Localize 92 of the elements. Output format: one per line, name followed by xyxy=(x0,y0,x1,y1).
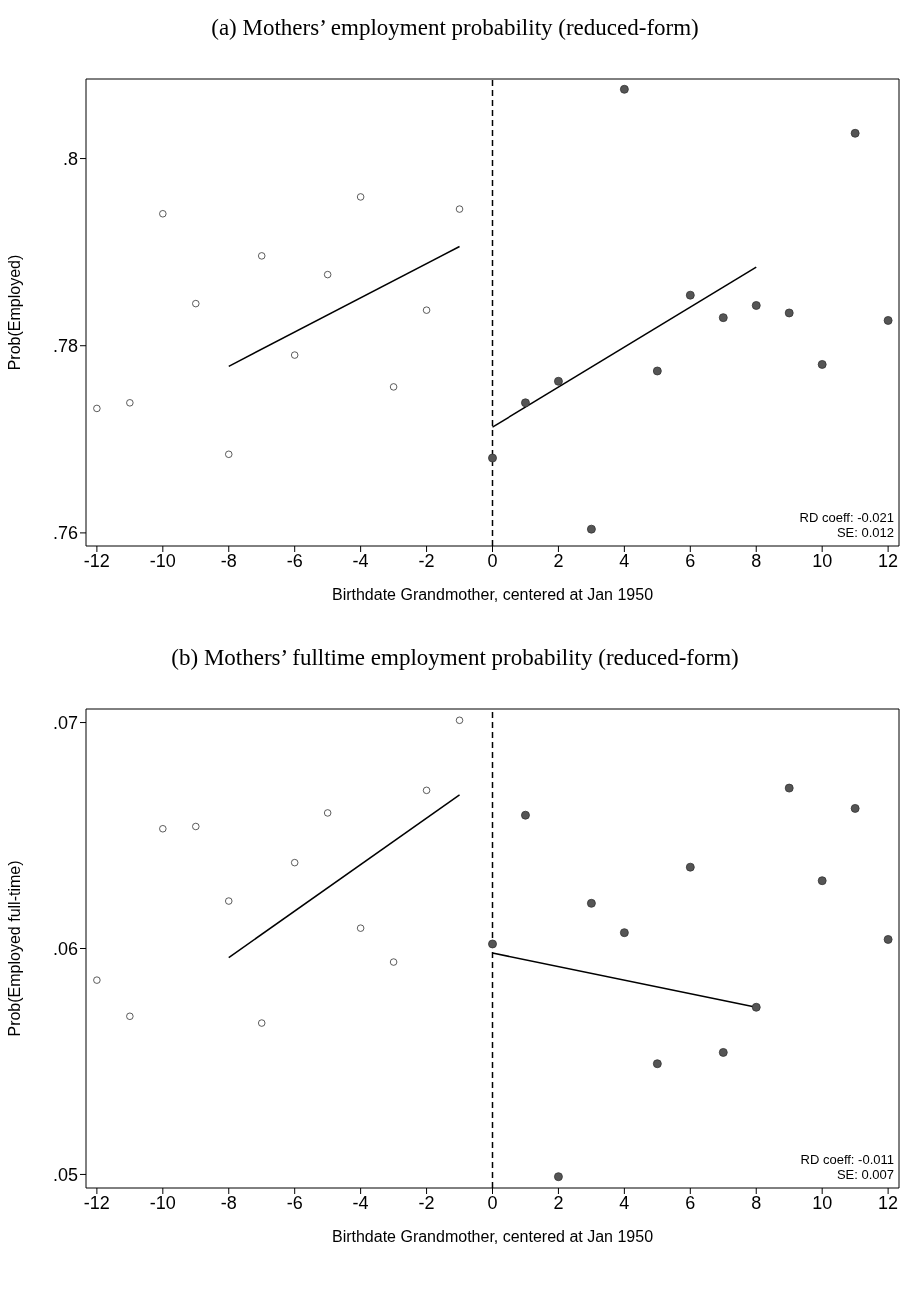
point xyxy=(455,716,464,724)
point xyxy=(455,205,464,213)
y-axis-title: Prob(Employed full-time) xyxy=(5,860,23,1037)
point xyxy=(192,822,200,831)
point xyxy=(587,524,596,534)
point xyxy=(784,308,794,318)
x-tick-label: 2 xyxy=(553,1192,564,1213)
point xyxy=(126,1012,134,1020)
annotation: SE: 0.012 xyxy=(835,525,894,540)
point xyxy=(258,252,266,260)
y-tick-label: .06 xyxy=(52,938,78,959)
x-tick-label: 12 xyxy=(878,550,899,571)
point xyxy=(817,876,827,886)
x-tick-label: -6 xyxy=(286,550,303,571)
x-tick-label: 12 xyxy=(878,1192,899,1213)
x-tick-label: 0 xyxy=(487,1192,498,1213)
x-tick-label: -4 xyxy=(352,1192,369,1213)
x-axis-title: Birthdate Grandmother, centered at Jan 1950 xyxy=(331,1228,654,1245)
point xyxy=(751,301,761,310)
x-tick-label: 6 xyxy=(685,550,696,571)
x-tick-label: 10 xyxy=(812,550,833,571)
point xyxy=(422,306,431,314)
point xyxy=(817,360,827,369)
x-tick-label: -2 xyxy=(418,550,435,571)
x-tick-label: -12 xyxy=(83,550,110,571)
point xyxy=(159,210,167,218)
point xyxy=(619,928,629,938)
annotation: SE: 0.007 xyxy=(835,1167,894,1182)
point xyxy=(718,1048,728,1057)
point xyxy=(685,290,695,300)
y-axis-title: Prob(Employed) xyxy=(5,254,23,371)
x-tick-label: -12 xyxy=(83,1192,110,1213)
x-tick-label: 8 xyxy=(751,550,762,571)
point xyxy=(93,976,101,984)
y-tick-label: .07 xyxy=(52,712,78,733)
point xyxy=(652,1059,662,1069)
point xyxy=(587,898,596,908)
point xyxy=(290,351,299,359)
chart-title: (a) Mothers’ employment probability (reduced-form) xyxy=(210,14,700,42)
point xyxy=(225,897,233,905)
point xyxy=(488,453,497,463)
point xyxy=(323,270,332,279)
x-tick-label: 10 xyxy=(812,1192,833,1213)
point xyxy=(883,935,893,944)
point xyxy=(225,450,233,458)
point xyxy=(850,128,860,138)
point xyxy=(422,786,431,795)
x-tick-label: -2 xyxy=(418,1192,435,1213)
point xyxy=(192,299,200,308)
x-tick-label: 0 xyxy=(487,550,498,571)
x-tick-label: -10 xyxy=(149,1192,176,1213)
point xyxy=(93,404,101,413)
x-tick-label: -6 xyxy=(286,1192,303,1213)
y-tick-label: .05 xyxy=(52,1164,78,1185)
y-tick-label: .8 xyxy=(62,148,78,169)
point xyxy=(751,1002,761,1012)
x-axis-title: Birthdate Grandmother, centered at Jan 1950 xyxy=(331,586,654,603)
point xyxy=(159,825,167,833)
x-tick-label: 4 xyxy=(619,1192,630,1213)
point xyxy=(290,858,299,867)
x-tick-label: 2 xyxy=(553,550,564,571)
point xyxy=(652,366,662,376)
chart-title: (b) Mothers’ fulltime employment probability (reduced-form) xyxy=(170,644,740,672)
y-tick-label: .78 xyxy=(52,336,78,357)
point xyxy=(521,810,530,820)
point xyxy=(126,399,134,407)
x-tick-label: 4 xyxy=(619,550,630,571)
x-tick-label: -8 xyxy=(220,1192,237,1213)
point xyxy=(685,862,695,872)
point xyxy=(784,783,794,793)
point xyxy=(389,958,398,966)
point xyxy=(323,809,332,817)
point xyxy=(850,804,860,813)
x-tick-label: 6 xyxy=(685,1192,696,1213)
point xyxy=(619,84,629,94)
x-tick-label: -4 xyxy=(352,550,369,571)
point xyxy=(554,1172,563,1182)
point xyxy=(521,398,530,408)
x-tick-label: -8 xyxy=(220,550,237,571)
y-tick-label: .76 xyxy=(52,523,78,544)
point xyxy=(883,316,893,325)
point xyxy=(356,193,365,201)
point xyxy=(554,376,563,386)
point xyxy=(356,924,365,932)
point xyxy=(488,939,497,949)
x-tick-label: 8 xyxy=(751,1192,762,1213)
point xyxy=(258,1019,266,1027)
point xyxy=(389,383,398,391)
annotation: RD coeff: -0.021 xyxy=(799,510,894,525)
point xyxy=(718,313,728,323)
annotation: RD coeff: -0.011 xyxy=(800,1152,894,1167)
x-tick-label: -10 xyxy=(149,550,176,571)
